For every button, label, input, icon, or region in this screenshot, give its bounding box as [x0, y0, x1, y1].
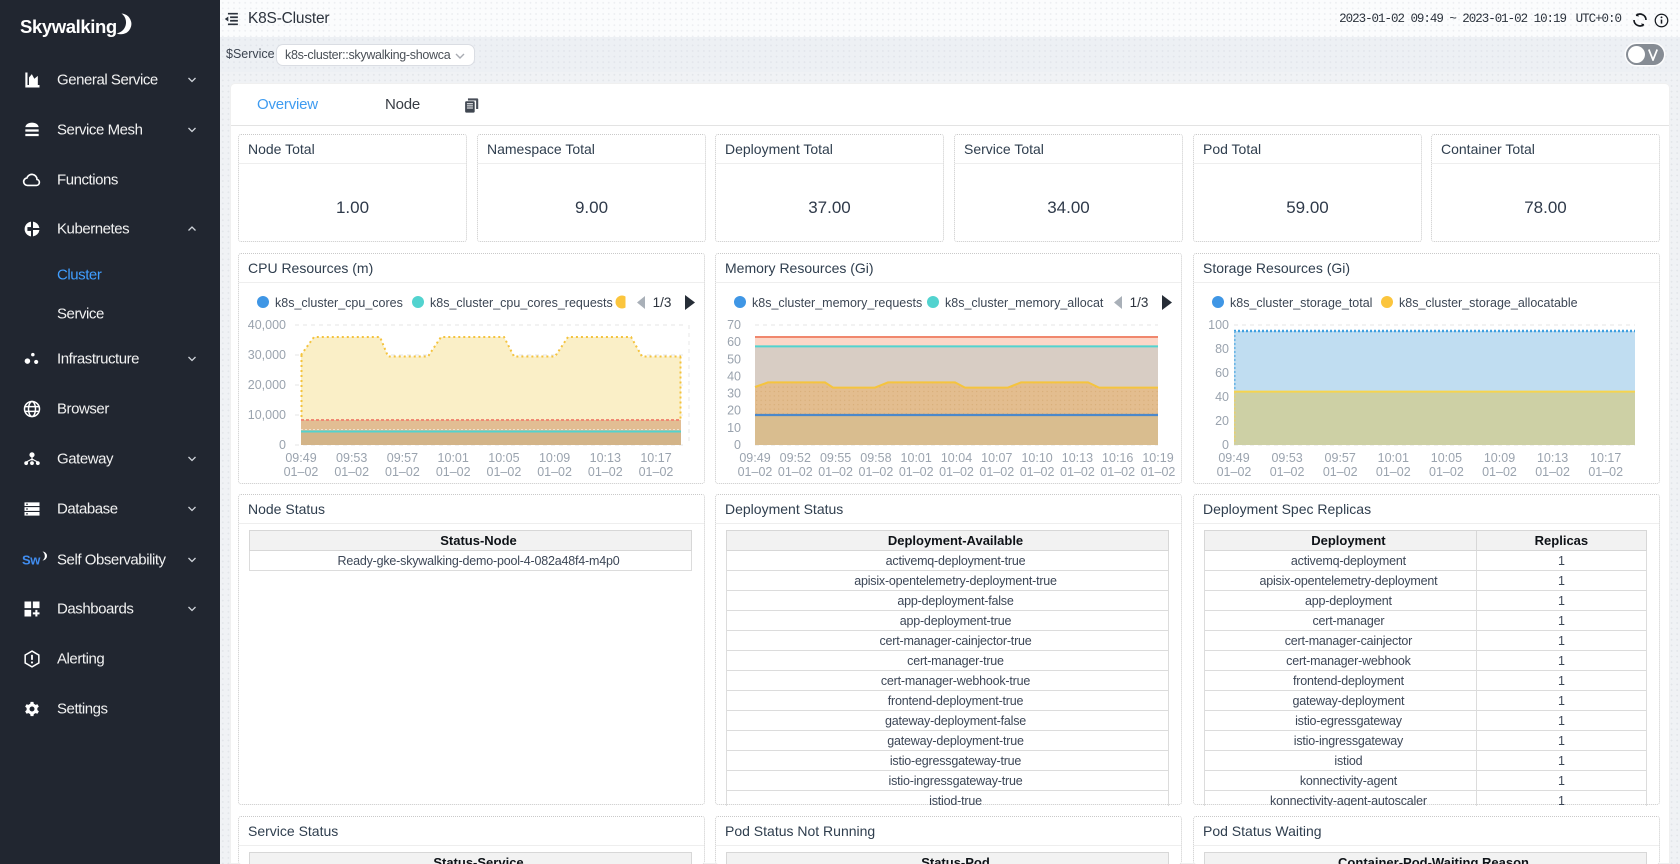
- svg-text:0: 0: [734, 438, 741, 452]
- svg-text:09:49: 09:49: [285, 451, 316, 465]
- svg-text:01–02: 01–02: [1020, 465, 1055, 479]
- svg-text:10:17: 10:17: [1590, 451, 1621, 465]
- svg-text:09:52: 09:52: [780, 451, 811, 465]
- svg-text:01–02: 01–02: [385, 465, 420, 479]
- svg-text:10:17: 10:17: [640, 451, 671, 465]
- svg-text:01–02: 01–02: [1060, 465, 1095, 479]
- svg-text:10:01: 10:01: [438, 451, 469, 465]
- svg-text:09:53: 09:53: [336, 451, 367, 465]
- svg-text:50: 50: [727, 352, 741, 366]
- svg-text:01–02: 01–02: [1535, 465, 1570, 479]
- svg-text:01–02: 01–02: [859, 465, 894, 479]
- svg-text:01–02: 01–02: [284, 465, 319, 479]
- svg-text:10:01: 10:01: [1378, 451, 1409, 465]
- svg-text:01–02: 01–02: [778, 465, 813, 479]
- svg-text:k8s_cluster_storage_total: k8s_cluster_storage_total: [1230, 296, 1372, 310]
- svg-text:01–02: 01–02: [639, 465, 674, 479]
- svg-text:01–02: 01–02: [979, 465, 1014, 479]
- svg-text:01–02: 01–02: [738, 465, 773, 479]
- svg-text:09:53: 09:53: [1271, 451, 1302, 465]
- svg-text:10:04: 10:04: [941, 451, 972, 465]
- svg-text:30,000: 30,000: [248, 348, 286, 362]
- svg-text:01–02: 01–02: [1323, 465, 1358, 479]
- svg-text:01–02: 01–02: [1217, 465, 1252, 479]
- svg-text:01–02: 01–02: [1429, 465, 1464, 479]
- svg-text:40: 40: [727, 369, 741, 383]
- svg-text:0: 0: [279, 438, 286, 452]
- svg-text:20: 20: [1215, 414, 1229, 428]
- svg-text:10:10: 10:10: [1021, 451, 1052, 465]
- svg-text:01–02: 01–02: [818, 465, 853, 479]
- svg-text:01–02: 01–02: [436, 465, 471, 479]
- svg-text:10:13: 10:13: [590, 451, 621, 465]
- svg-text:10:01: 10:01: [901, 451, 932, 465]
- svg-text:10:05: 10:05: [1431, 451, 1462, 465]
- svg-text:01–02: 01–02: [939, 465, 974, 479]
- svg-text:09:57: 09:57: [387, 451, 418, 465]
- svg-text:10: 10: [727, 421, 741, 435]
- svg-text:20,000: 20,000: [248, 378, 286, 392]
- svg-text:09:55: 09:55: [820, 451, 851, 465]
- svg-text:01–02: 01–02: [588, 465, 623, 479]
- svg-text:1/3: 1/3: [1130, 295, 1149, 310]
- svg-text:1/3: 1/3: [653, 295, 672, 310]
- svg-text:0: 0: [1222, 438, 1229, 452]
- svg-text:10:09: 10:09: [1484, 451, 1515, 465]
- svg-text:10:16: 10:16: [1102, 451, 1133, 465]
- svg-text:40: 40: [1215, 390, 1229, 404]
- svg-text:k8s_cluster_memory_allocat: k8s_cluster_memory_allocat: [945, 296, 1104, 310]
- svg-text:01–02: 01–02: [1100, 465, 1135, 479]
- svg-text:01–02: 01–02: [487, 465, 522, 479]
- svg-text:100: 100: [1208, 318, 1229, 332]
- svg-text:60: 60: [1215, 366, 1229, 380]
- svg-text:60: 60: [727, 335, 741, 349]
- svg-text:10:19: 10:19: [1142, 451, 1173, 465]
- svg-text:10,000: 10,000: [248, 408, 286, 422]
- svg-text:k8s_cluster_cpu_cores_requests: k8s_cluster_cpu_cores_requests: [430, 296, 613, 310]
- svg-text:10:05: 10:05: [488, 451, 519, 465]
- svg-text:01–02: 01–02: [1270, 465, 1305, 479]
- svg-text:k8s_cluster_memory_requests: k8s_cluster_memory_requests: [752, 296, 922, 310]
- svg-text:k8s_cluster_storage_allocatabl: k8s_cluster_storage_allocatable: [1399, 296, 1578, 310]
- svg-text:70: 70: [727, 318, 741, 332]
- svg-text:10:09: 10:09: [539, 451, 570, 465]
- svg-text:01–02: 01–02: [899, 465, 934, 479]
- svg-text:01–02: 01–02: [1588, 465, 1623, 479]
- svg-text:09:58: 09:58: [860, 451, 891, 465]
- svg-text:10:07: 10:07: [981, 451, 1012, 465]
- svg-text:01–02: 01–02: [1482, 465, 1517, 479]
- svg-text:01–02: 01–02: [1141, 465, 1176, 479]
- svg-text:80: 80: [1215, 342, 1229, 356]
- svg-text:10:13: 10:13: [1062, 451, 1093, 465]
- svg-text:09:57: 09:57: [1325, 451, 1356, 465]
- svg-text:10:13: 10:13: [1537, 451, 1568, 465]
- svg-text:k8s_cluster_cpu_cores: k8s_cluster_cpu_cores: [275, 296, 403, 310]
- svg-text:01–02: 01–02: [1376, 465, 1411, 479]
- svg-text:40,000: 40,000: [248, 318, 286, 332]
- svg-text:30: 30: [727, 387, 741, 401]
- svg-text:09:49: 09:49: [739, 451, 770, 465]
- svg-text:01–02: 01–02: [537, 465, 572, 479]
- svg-text:09:49: 09:49: [1218, 451, 1249, 465]
- svg-text:20: 20: [727, 404, 741, 418]
- svg-text:01–02: 01–02: [334, 465, 369, 479]
